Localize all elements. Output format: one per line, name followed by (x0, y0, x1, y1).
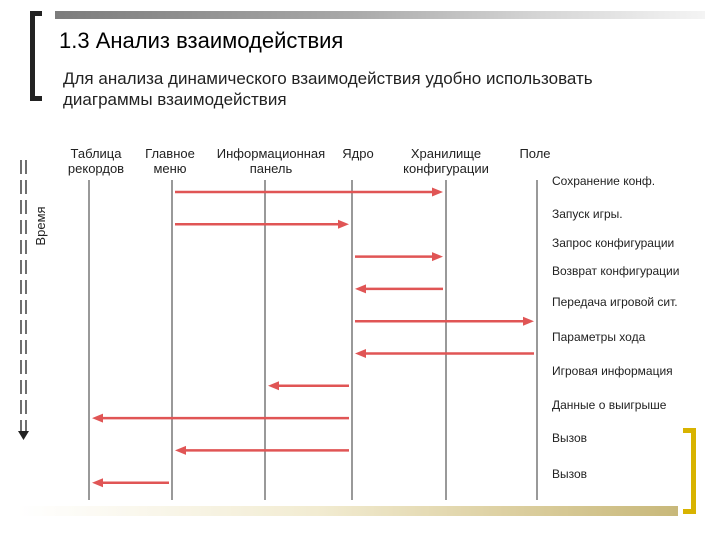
message-arrow (92, 413, 349, 423)
message-arrow (175, 187, 443, 197)
message-arrow (355, 284, 443, 294)
participant-label-table: Таблица (71, 146, 123, 161)
slide-title: 1.3 Анализ взаимодействия (59, 28, 344, 53)
message-arrow (175, 219, 349, 229)
left-bracket-decoration (30, 11, 42, 101)
message-arrow (355, 316, 534, 326)
message-label: Передача игровой сит. (552, 295, 678, 309)
participant-label-core: Ядро (342, 146, 373, 161)
participant-label-menu: меню (153, 161, 186, 176)
message-label: Вызов (552, 431, 587, 445)
message-label: Возврат конфигурации (552, 264, 679, 278)
top-decorative-bar (55, 11, 705, 19)
slide-subtitle: Для анализа динамического взаимодействия… (63, 69, 593, 109)
participant-label-table: рекордов (68, 161, 124, 176)
participant-label-panel: панель (250, 161, 293, 176)
message-label: Игровая информация (552, 364, 673, 378)
message-arrow (355, 252, 443, 262)
participant-label-field: Поле (519, 146, 550, 161)
message-label: Параметры хода (552, 330, 646, 344)
participant-label-storage: Хранилище (411, 146, 481, 161)
participant-label-panel: Информационная (217, 146, 325, 161)
participant-label-storage: конфигурации (403, 161, 489, 176)
message-label: Запрос конфигурации (552, 236, 674, 250)
time-axis: Время (18, 160, 48, 440)
right-bracket-decoration (683, 428, 696, 514)
bottom-decorative-bar (18, 506, 678, 516)
time-axis-label: Время (33, 206, 48, 245)
message-label: Данные о выигрыше (552, 398, 667, 412)
participant-label-menu: Главное (145, 146, 195, 161)
message-label: Запуск игры. (552, 207, 623, 221)
message-label: Вызов (552, 467, 587, 481)
message-arrow (92, 478, 169, 488)
message-arrow (268, 381, 349, 391)
message-arrow (355, 349, 534, 358)
message-label: Сохранение конф. (552, 174, 655, 188)
message-arrow (175, 445, 349, 455)
time-arrowhead-icon (18, 431, 29, 440)
